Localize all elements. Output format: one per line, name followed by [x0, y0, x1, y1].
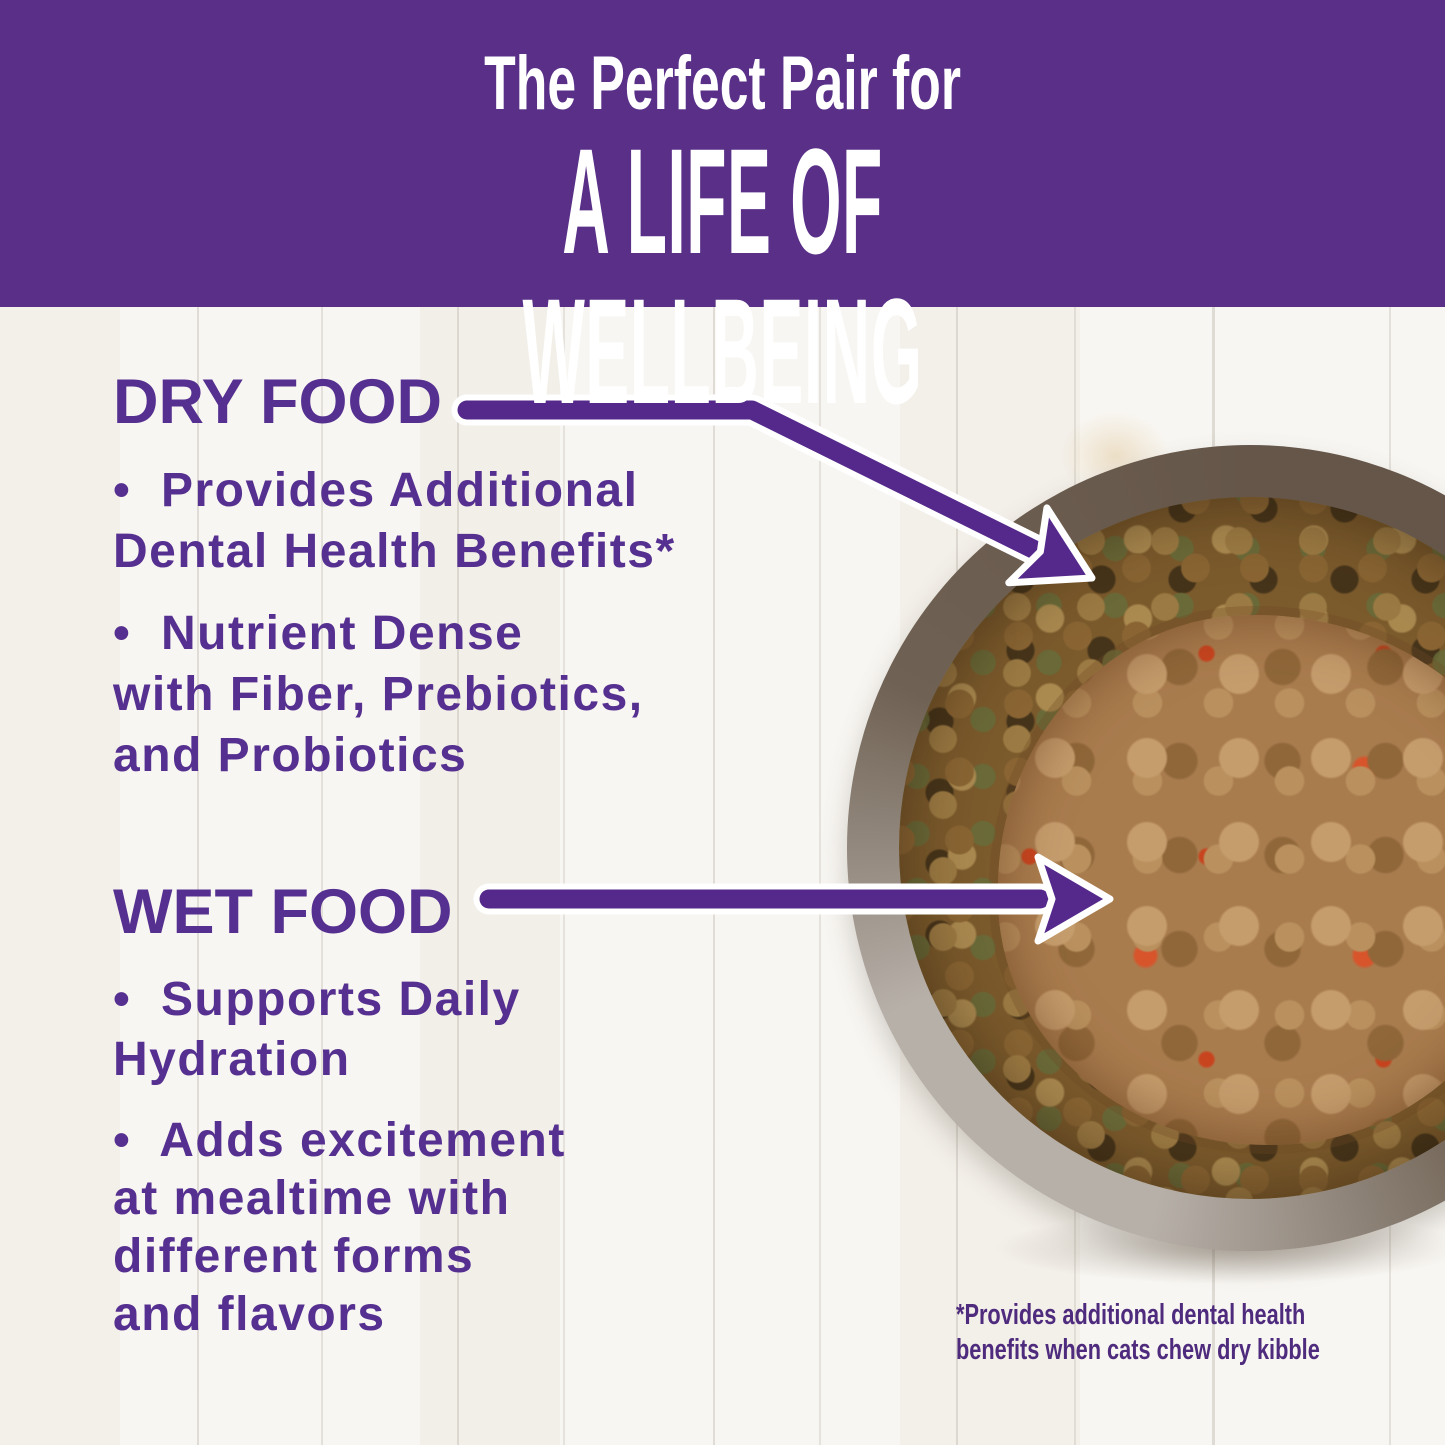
banner: The Perfect Pair for A LIFE OF WELLBEING [0, 0, 1445, 426]
dental-benefit-footnote: *Provides additional dental health benef… [956, 1299, 1320, 1366]
banner-title: A LIFE OF WELLBEING [522, 117, 923, 435]
banner-subtitle: The Perfect Pair for [484, 41, 961, 126]
dry-food-bullet-2: • Nutrient Dense with Fiber, Prebiotics,… [113, 607, 644, 782]
wet-food-bullet-2: • Adds excitement at mealtime with diffe… [113, 1114, 566, 1341]
dry-food-heading: DRY FOOD [113, 367, 443, 437]
wet-food-bullet-1: • Supports Daily Hydration [113, 973, 521, 1086]
food-bowl-photo [847, 445, 1445, 1251]
wet-food-heading: WET FOOD [113, 877, 453, 947]
dry-food-bullet-1: • Provides Additional Dental Health Bene… [113, 464, 676, 578]
